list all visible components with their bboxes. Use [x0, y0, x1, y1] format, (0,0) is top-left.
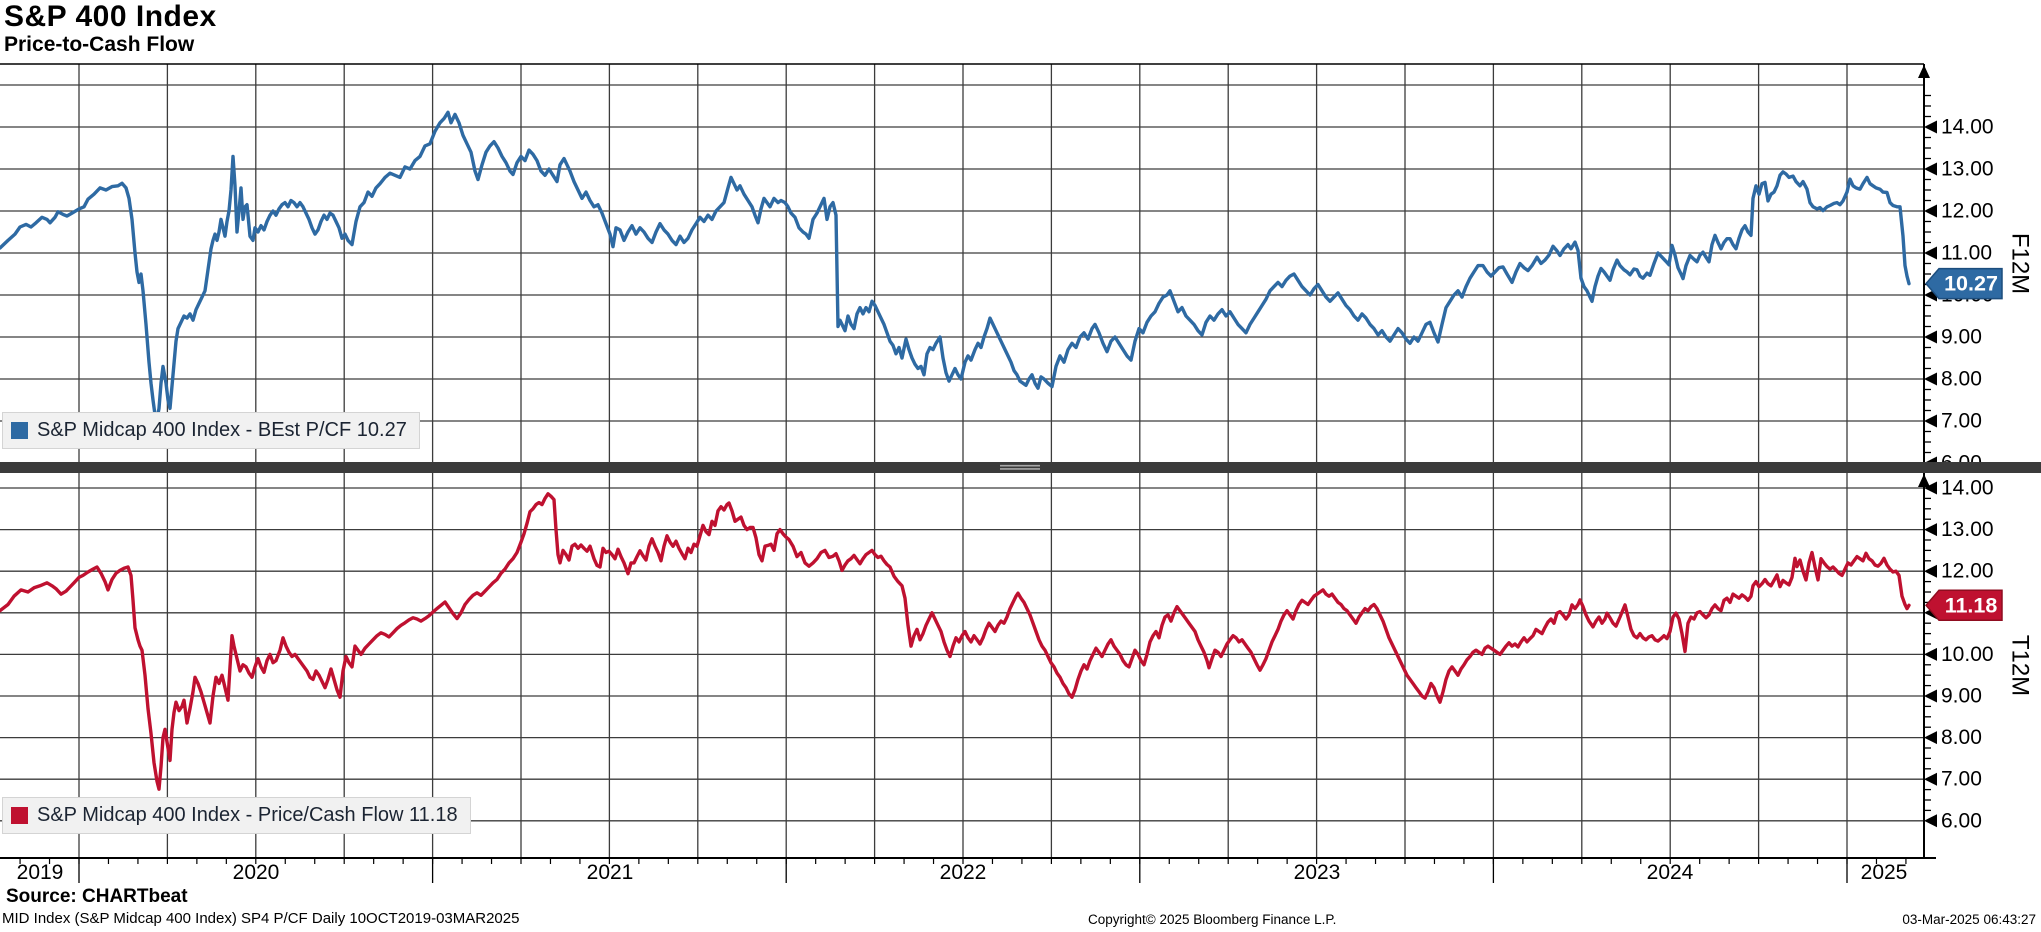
x-year-label: 2024	[1647, 861, 1694, 884]
y-tick-arrow	[1924, 523, 1937, 537]
best-pcf-line[interactable]	[0, 110, 1911, 421]
x-year-label: 2020	[233, 861, 280, 884]
y-tick-label: 14.00	[1941, 116, 1994, 139]
y-tick-arrow	[1924, 564, 1937, 578]
price-cashflow-line[interactable]	[0, 492, 1911, 791]
y-tick-arrow	[1924, 481, 1937, 495]
y-tick-label: 7.00	[1941, 768, 1982, 791]
y-tick-arrow	[1924, 647, 1937, 661]
source-label: Source: CHARTbeat	[6, 886, 188, 907]
x-year-label: 2023	[1294, 861, 1341, 884]
page-title: S&P 400 Index	[4, 0, 217, 33]
legend-label: S&P Midcap 400 Index - BEst P/CF 10.27	[37, 419, 407, 441]
f12m-last-price-badge[interactable]	[1925, 267, 2003, 300]
y-tick-arrow	[1924, 246, 1937, 260]
legend-label: S&P Midcap 400 Index - Price/Cash Flow 1…	[37, 804, 458, 826]
t12m-last-price-badge[interactable]	[1925, 589, 2003, 622]
legend-best-pcf[interactable]: S&P Midcap 400 Index - BEst P/CF 10.27	[2, 412, 420, 449]
y-axis-title-f12m: F12M	[2007, 233, 2034, 294]
y-tick-label: 9.00	[1941, 685, 1982, 708]
legend-marker-square-red	[11, 807, 28, 824]
y-tick-arrow	[1924, 689, 1937, 703]
y-tick-label: 13.00	[1941, 518, 1994, 541]
copyright-label: Copyright© 2025 Bloomberg Finance L.P.	[1088, 912, 1337, 927]
y-tick-label: 8.00	[1941, 726, 1982, 749]
page-subtitle: Price-to-Cash Flow	[4, 33, 195, 56]
y-tick-label: 11.00	[1941, 242, 1992, 265]
y-tick-label: 8.00	[1941, 368, 1982, 391]
x-year-label: 2019	[17, 861, 64, 884]
x-year-label: 2022	[940, 861, 987, 884]
x-year-label: 2021	[587, 861, 634, 884]
panel-t12m[interactable]: 14.0013.0012.0011.0010.009.008.007.006.0…	[0, 473, 2034, 858]
y-tick-arrow	[1924, 120, 1937, 134]
f12m-last-price-text: 10.27	[1944, 272, 1998, 296]
timestamp-label: 03-Mar-2025 06:43:27	[1902, 912, 2036, 927]
y-tick-arrow	[1924, 814, 1937, 828]
y-tick-label: 12.00	[1941, 560, 1994, 583]
y-tick-label: 14.00	[1941, 477, 1994, 500]
security-info-label: MID Index (S&P Midcap 400 Index) SP4 P/C…	[2, 910, 520, 927]
panel-divider[interactable]	[0, 462, 2041, 473]
t12m-last-price-text: 11.18	[1945, 593, 1998, 617]
y-tick-label: 12.00	[1941, 200, 1994, 223]
y-tick-label: 10.00	[1941, 643, 1994, 666]
y-tick-arrow	[1924, 330, 1937, 344]
y-tick-label: 13.00	[1941, 158, 1994, 181]
y-axis-title-t12m: T12M	[2007, 635, 2034, 696]
legend-marker-square-blue	[11, 422, 28, 439]
y-tick-arrow	[1924, 204, 1937, 218]
legend-price-cashflow[interactable]: S&P Midcap 400 Index - Price/Cash Flow 1…	[2, 797, 471, 834]
y-tick-arrow	[1924, 414, 1937, 428]
y-tick-label: 7.00	[1941, 410, 1982, 433]
y-tick-arrow	[1924, 372, 1937, 386]
y-tick-label: 9.00	[1941, 326, 1982, 349]
y-tick-arrow	[1924, 772, 1937, 786]
y-tick-arrow	[1924, 162, 1937, 176]
x-year-label: 2025	[1861, 861, 1908, 884]
y-tick-label: 6.00	[1941, 809, 1982, 832]
y-tick-arrow	[1924, 731, 1937, 745]
